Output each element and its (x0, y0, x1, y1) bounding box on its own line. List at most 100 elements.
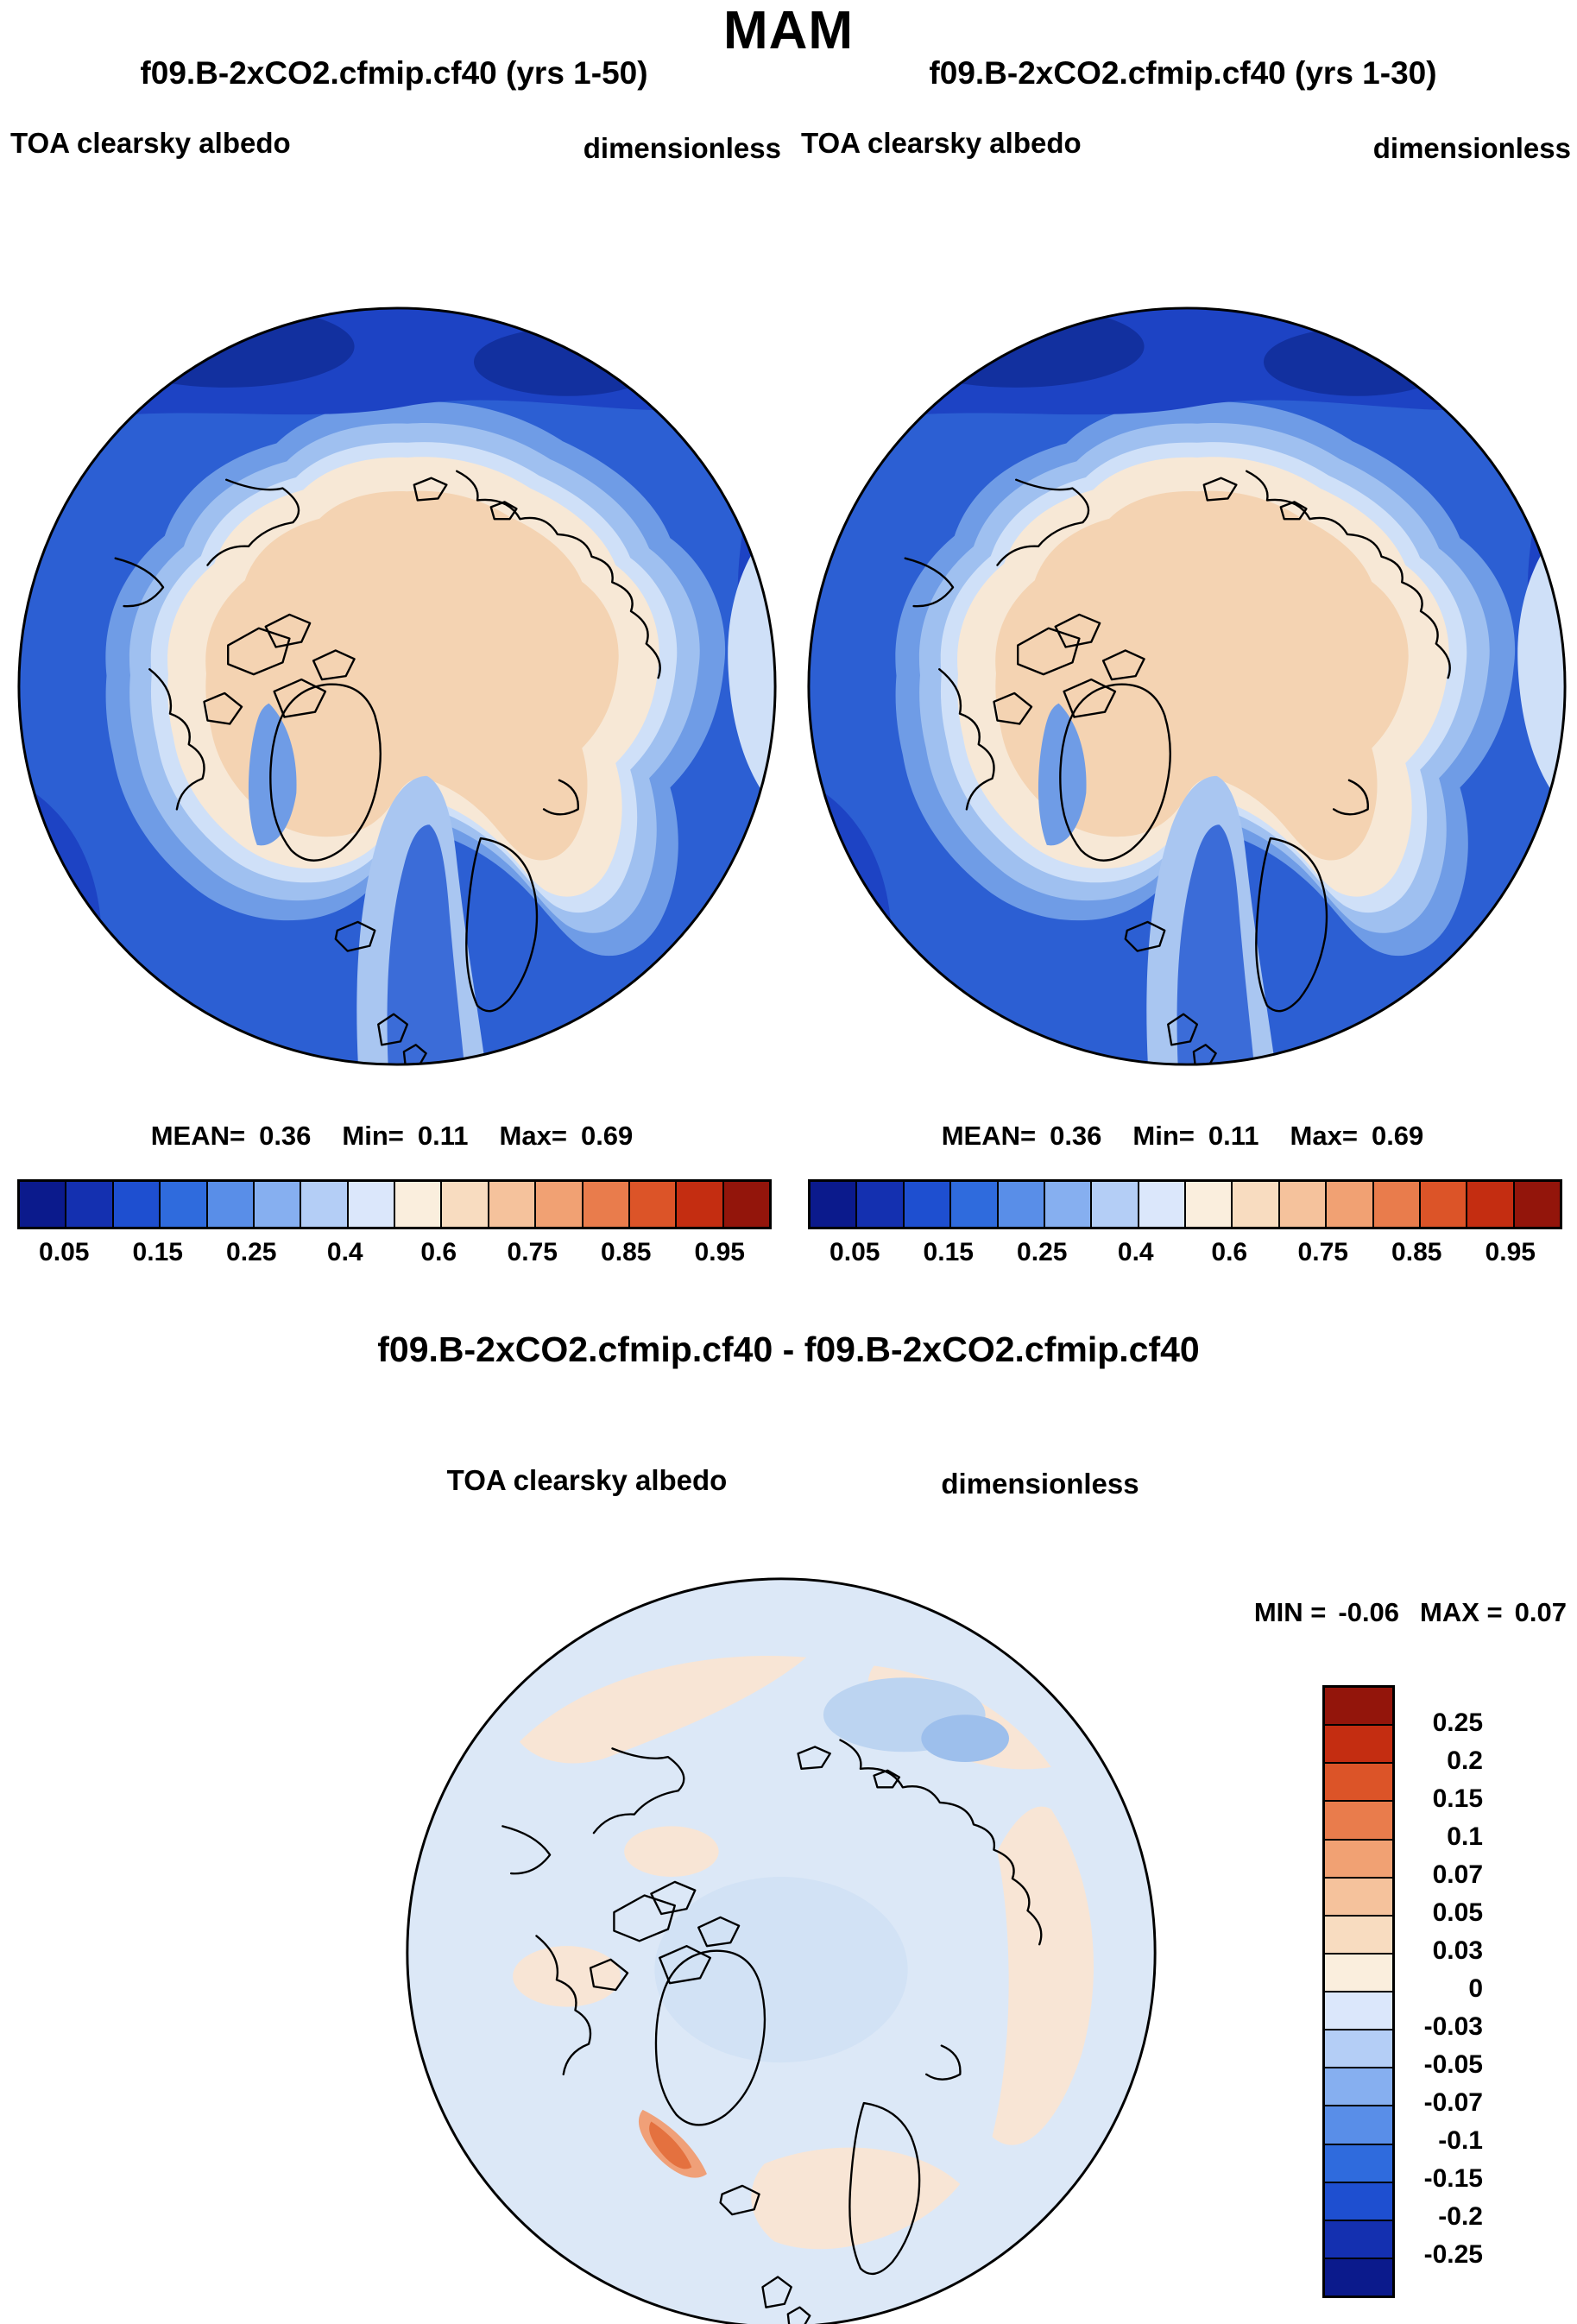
diff-colorbar-ticks: 0.25 0.2 0.15 0.1 0.07 0.05 0.03 0 -0.03 -0.05 -0.… (1393, 1685, 1483, 2293)
colorbar-tick-label: 0.95 (1485, 1238, 1536, 1266)
colorbar-tick-label: 0.15 (923, 1238, 974, 1266)
colorbar-tick-label: -0.25 (1423, 2240, 1483, 2269)
colorbar-segment (254, 1182, 302, 1227)
colorbar-segment (1279, 1182, 1328, 1227)
colorbar-segment (1233, 1182, 1280, 1227)
colorbar-segment (1325, 1726, 1392, 1765)
colorbar-segment (113, 1182, 161, 1227)
colorbar-tick-label: -0.07 (1423, 2088, 1483, 2117)
colorbar-segment (723, 1182, 769, 1227)
min-label: Min= (1132, 1121, 1195, 1151)
colorbar-tick-label: 0.1 (1447, 1822, 1483, 1851)
colorbar-tick-label: 0.85 (1391, 1238, 1442, 1266)
colorbar-segment (1044, 1182, 1093, 1227)
colorbar-tick-label: 0.05 (830, 1238, 880, 1266)
colorbar-tick-label: 0.85 (601, 1238, 652, 1266)
diff-colorbar (1322, 1685, 1395, 2298)
diff-stats: MIN = -0.06 MAX = 0.07 (1254, 1597, 1567, 1628)
colorbar-segment (677, 1182, 724, 1227)
colorbar-segment (1325, 2068, 1392, 2107)
colorbar-segment (1325, 1954, 1392, 1992)
colorbar-tick-label: 0.2 (1447, 1746, 1483, 1775)
mean-value: 0.36 (1050, 1121, 1102, 1151)
panel2-map (803, 302, 1571, 1070)
colorbar-tick-label: 0.6 (420, 1238, 457, 1266)
colorbar-segment (1325, 2106, 1392, 2145)
max-label: MAX = (1420, 1597, 1503, 1627)
colorbar-segment (1325, 1916, 1392, 1955)
colorbar-tick-label: 0.95 (694, 1238, 745, 1266)
colorbar-tick-label: 0.15 (132, 1238, 183, 1266)
mean-value: 0.36 (259, 1121, 312, 1151)
min-label: MIN = (1253, 1597, 1327, 1627)
colorbar-segment (1514, 1182, 1560, 1227)
diff-units-label: dimensionless (941, 1468, 1139, 1500)
colorbar-segment (20, 1182, 67, 1227)
difference-title: f09.B-2xCO2.cfmip.cf40 - f09.B-2xCO2.cfm… (377, 1329, 1200, 1369)
max-value: 0.07 (1514, 1597, 1567, 1627)
panel2-stats: MEAN= 0.36 Min= 0.11 Max= 0.69 (808, 1121, 1557, 1152)
panel1-map (13, 302, 781, 1070)
min-value: -0.06 (1338, 1597, 1400, 1627)
colorbar-segment (442, 1182, 489, 1227)
colorbar-tick-label: 0.05 (39, 1238, 90, 1266)
colorbar-segment (1092, 1182, 1139, 1227)
mean-label: MEAN= (150, 1121, 246, 1151)
colorbar-segment (1325, 1878, 1392, 1917)
panel1-run-title: f09.B-2xCO2.cfmip.cf40 (yrs 1-50) (140, 55, 648, 91)
colorbar-tick-label: 0.75 (507, 1238, 558, 1266)
colorbar-segment (1325, 1764, 1392, 1803)
colorbar-segment (536, 1182, 583, 1227)
colorbar-segment (1327, 1182, 1374, 1227)
season-title: MAM (722, 1, 855, 60)
colorbar-segment (1373, 1182, 1421, 1227)
colorbar-segment (161, 1182, 208, 1227)
max-label: Max= (499, 1121, 567, 1151)
colorbar-segment (207, 1182, 255, 1227)
colorbar-segment (1325, 2144, 1392, 2183)
panel1-stats: MEAN= 0.36 Min= 0.11 Max= 0.69 (17, 1121, 766, 1152)
panel2-units-label: dimensionless (1372, 132, 1571, 164)
colorbar-tick-label: 0.25 (226, 1238, 277, 1266)
colorbar-segment (1467, 1182, 1515, 1227)
max-value: 0.69 (1371, 1121, 1424, 1151)
colorbar-segment (583, 1182, 630, 1227)
colorbar-segment (395, 1182, 443, 1227)
colorbar-segment (998, 1182, 1045, 1227)
colorbar-segment (629, 1182, 678, 1227)
diff-variable-label: TOA clearsky albedo (446, 1464, 728, 1496)
colorbar-segment (1325, 2030, 1392, 2069)
panel1-colorbar (17, 1179, 772, 1229)
colorbar-segment (811, 1182, 858, 1227)
panel1-variable-label: TOA clearsky albedo (10, 127, 291, 159)
colorbar-tick-label: 0.75 (1297, 1238, 1348, 1266)
colorbar-segment (1325, 1688, 1392, 1727)
colorbar-segment (1186, 1182, 1233, 1227)
colorbar-segment (1325, 2258, 1392, 2296)
min-value: 0.11 (417, 1121, 469, 1151)
colorbar-segment (1325, 2220, 1392, 2259)
max-value: 0.69 (580, 1121, 634, 1151)
colorbar-tick-label: -0.1 (1438, 2126, 1483, 2155)
colorbar-segment (66, 1182, 114, 1227)
colorbar-segment (1420, 1182, 1468, 1227)
colorbar-tick-label: 0.15 (1432, 1784, 1483, 1813)
colorbar-tick-label: 0.03 (1432, 1936, 1483, 1965)
panel1-colorbar-ticks: 0.05 0.15 0.25 0.4 0.6 0.75 0.85 0.95 (17, 1238, 766, 1273)
colorbar-tick-label: 0.4 (326, 1238, 363, 1266)
panel2-variable-label: TOA clearsky albedo (801, 127, 1082, 159)
colorbar-tick-label: -0.2 (1438, 2202, 1483, 2231)
colorbar-segment (857, 1182, 905, 1227)
colorbar-segment (489, 1182, 537, 1227)
colorbar-segment (348, 1182, 395, 1227)
colorbar-tick-label: 0 (1468, 1974, 1483, 2003)
colorbar-tick-label: -0.05 (1423, 2050, 1483, 2079)
colorbar-tick-label: -0.03 (1423, 2012, 1483, 2041)
mean-label: MEAN= (941, 1121, 1037, 1151)
difference-map (401, 1573, 1161, 2324)
colorbar-tick-label: 0.05 (1432, 1898, 1483, 1927)
colorbar-segment (904, 1182, 952, 1227)
min-label: Min= (342, 1121, 404, 1151)
panel1-units-label: dimensionless (583, 132, 781, 164)
colorbar-segment (1325, 1840, 1392, 1879)
